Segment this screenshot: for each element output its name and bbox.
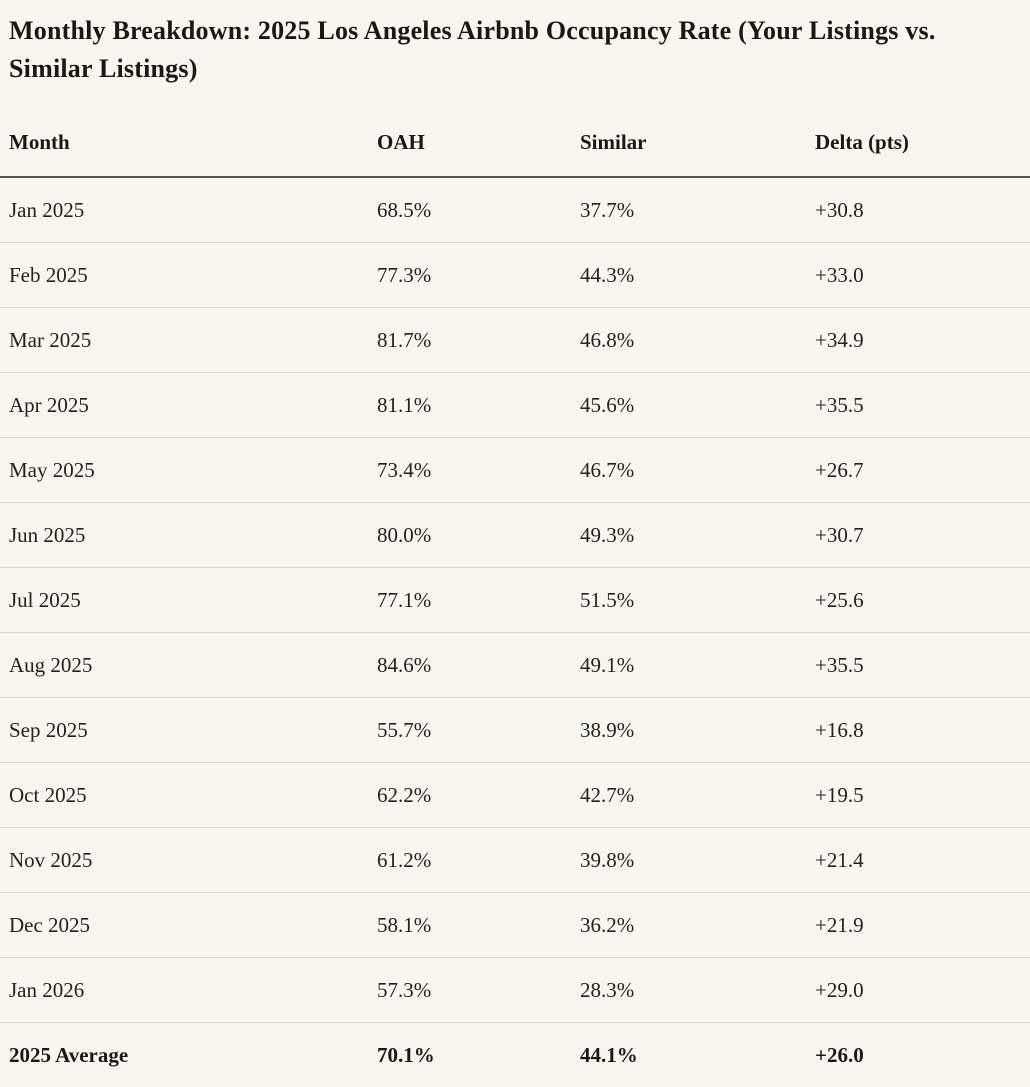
- cell-oah: 77.1%: [377, 568, 580, 633]
- column-header-similar: Similar: [580, 110, 815, 177]
- column-header-oah: OAH: [377, 110, 580, 177]
- cell-delta: +30.8: [815, 177, 1030, 243]
- cell-delta: +29.0: [815, 958, 1030, 1023]
- cell-oah: 57.3%: [377, 958, 580, 1023]
- cell-delta: +21.9: [815, 893, 1030, 958]
- cell-month: Jul 2025: [0, 568, 377, 633]
- cell-month: Nov 2025: [0, 828, 377, 893]
- cell-delta: +34.9: [815, 308, 1030, 373]
- cell-oah: 77.3%: [377, 243, 580, 308]
- cell-similar: 37.7%: [580, 177, 815, 243]
- cell-oah: 73.4%: [377, 438, 580, 503]
- cell-month: Mar 2025: [0, 308, 377, 373]
- cell-delta: +33.0: [815, 243, 1030, 308]
- cell-similar: 51.5%: [580, 568, 815, 633]
- cell-similar: 28.3%: [580, 958, 815, 1023]
- cell-similar: 38.9%: [580, 698, 815, 763]
- cell-month: Dec 2025: [0, 893, 377, 958]
- cell-month: Apr 2025: [0, 373, 377, 438]
- cell-month: Jan 2026: [0, 958, 377, 1023]
- cell-delta: +21.4: [815, 828, 1030, 893]
- cell-oah: 81.7%: [377, 308, 580, 373]
- cell-oah: 55.7%: [377, 698, 580, 763]
- footer-cell-oah: 70.1%: [377, 1023, 580, 1087]
- column-header-delta: Delta (pts): [815, 110, 1030, 177]
- cell-similar: 46.8%: [580, 308, 815, 373]
- cell-month: Feb 2025: [0, 243, 377, 308]
- cell-month: Sep 2025: [0, 698, 377, 763]
- cell-similar: 49.3%: [580, 503, 815, 568]
- cell-oah: 61.2%: [377, 828, 580, 893]
- cell-delta: +19.5: [815, 763, 1030, 828]
- footer-cell-delta: +26.0: [815, 1023, 1030, 1087]
- cell-oah: 84.6%: [377, 633, 580, 698]
- footer-cell-month: 2025 Average: [0, 1023, 377, 1087]
- cell-month: Jun 2025: [0, 503, 377, 568]
- cell-month: Oct 2025: [0, 763, 377, 828]
- cell-similar: 39.8%: [580, 828, 815, 893]
- footer-cell-similar: 44.1%: [580, 1023, 815, 1087]
- cell-month: Aug 2025: [0, 633, 377, 698]
- cell-similar: 46.7%: [580, 438, 815, 503]
- cell-similar: 49.1%: [580, 633, 815, 698]
- cell-similar: 42.7%: [580, 763, 815, 828]
- cell-oah: 80.0%: [377, 503, 580, 568]
- cell-delta: +30.7: [815, 503, 1030, 568]
- cell-similar: 36.2%: [580, 893, 815, 958]
- cell-oah: 81.1%: [377, 373, 580, 438]
- column-header-month: Month: [0, 110, 377, 177]
- cell-delta: +35.5: [815, 373, 1030, 438]
- cell-similar: 44.3%: [580, 243, 815, 308]
- cell-oah: 62.2%: [377, 763, 580, 828]
- cell-delta: +25.6: [815, 568, 1030, 633]
- cell-month: Jan 2025: [0, 177, 377, 243]
- cell-delta: +35.5: [815, 633, 1030, 698]
- cell-oah: 68.5%: [377, 177, 580, 243]
- page-title: Monthly Breakdown: 2025 Los Angeles Airb…: [0, 0, 1030, 88]
- cell-oah: 58.1%: [377, 893, 580, 958]
- cell-delta: +26.7: [815, 438, 1030, 503]
- cell-delta: +16.8: [815, 698, 1030, 763]
- cell-month: May 2025: [0, 438, 377, 503]
- cell-similar: 45.6%: [580, 373, 815, 438]
